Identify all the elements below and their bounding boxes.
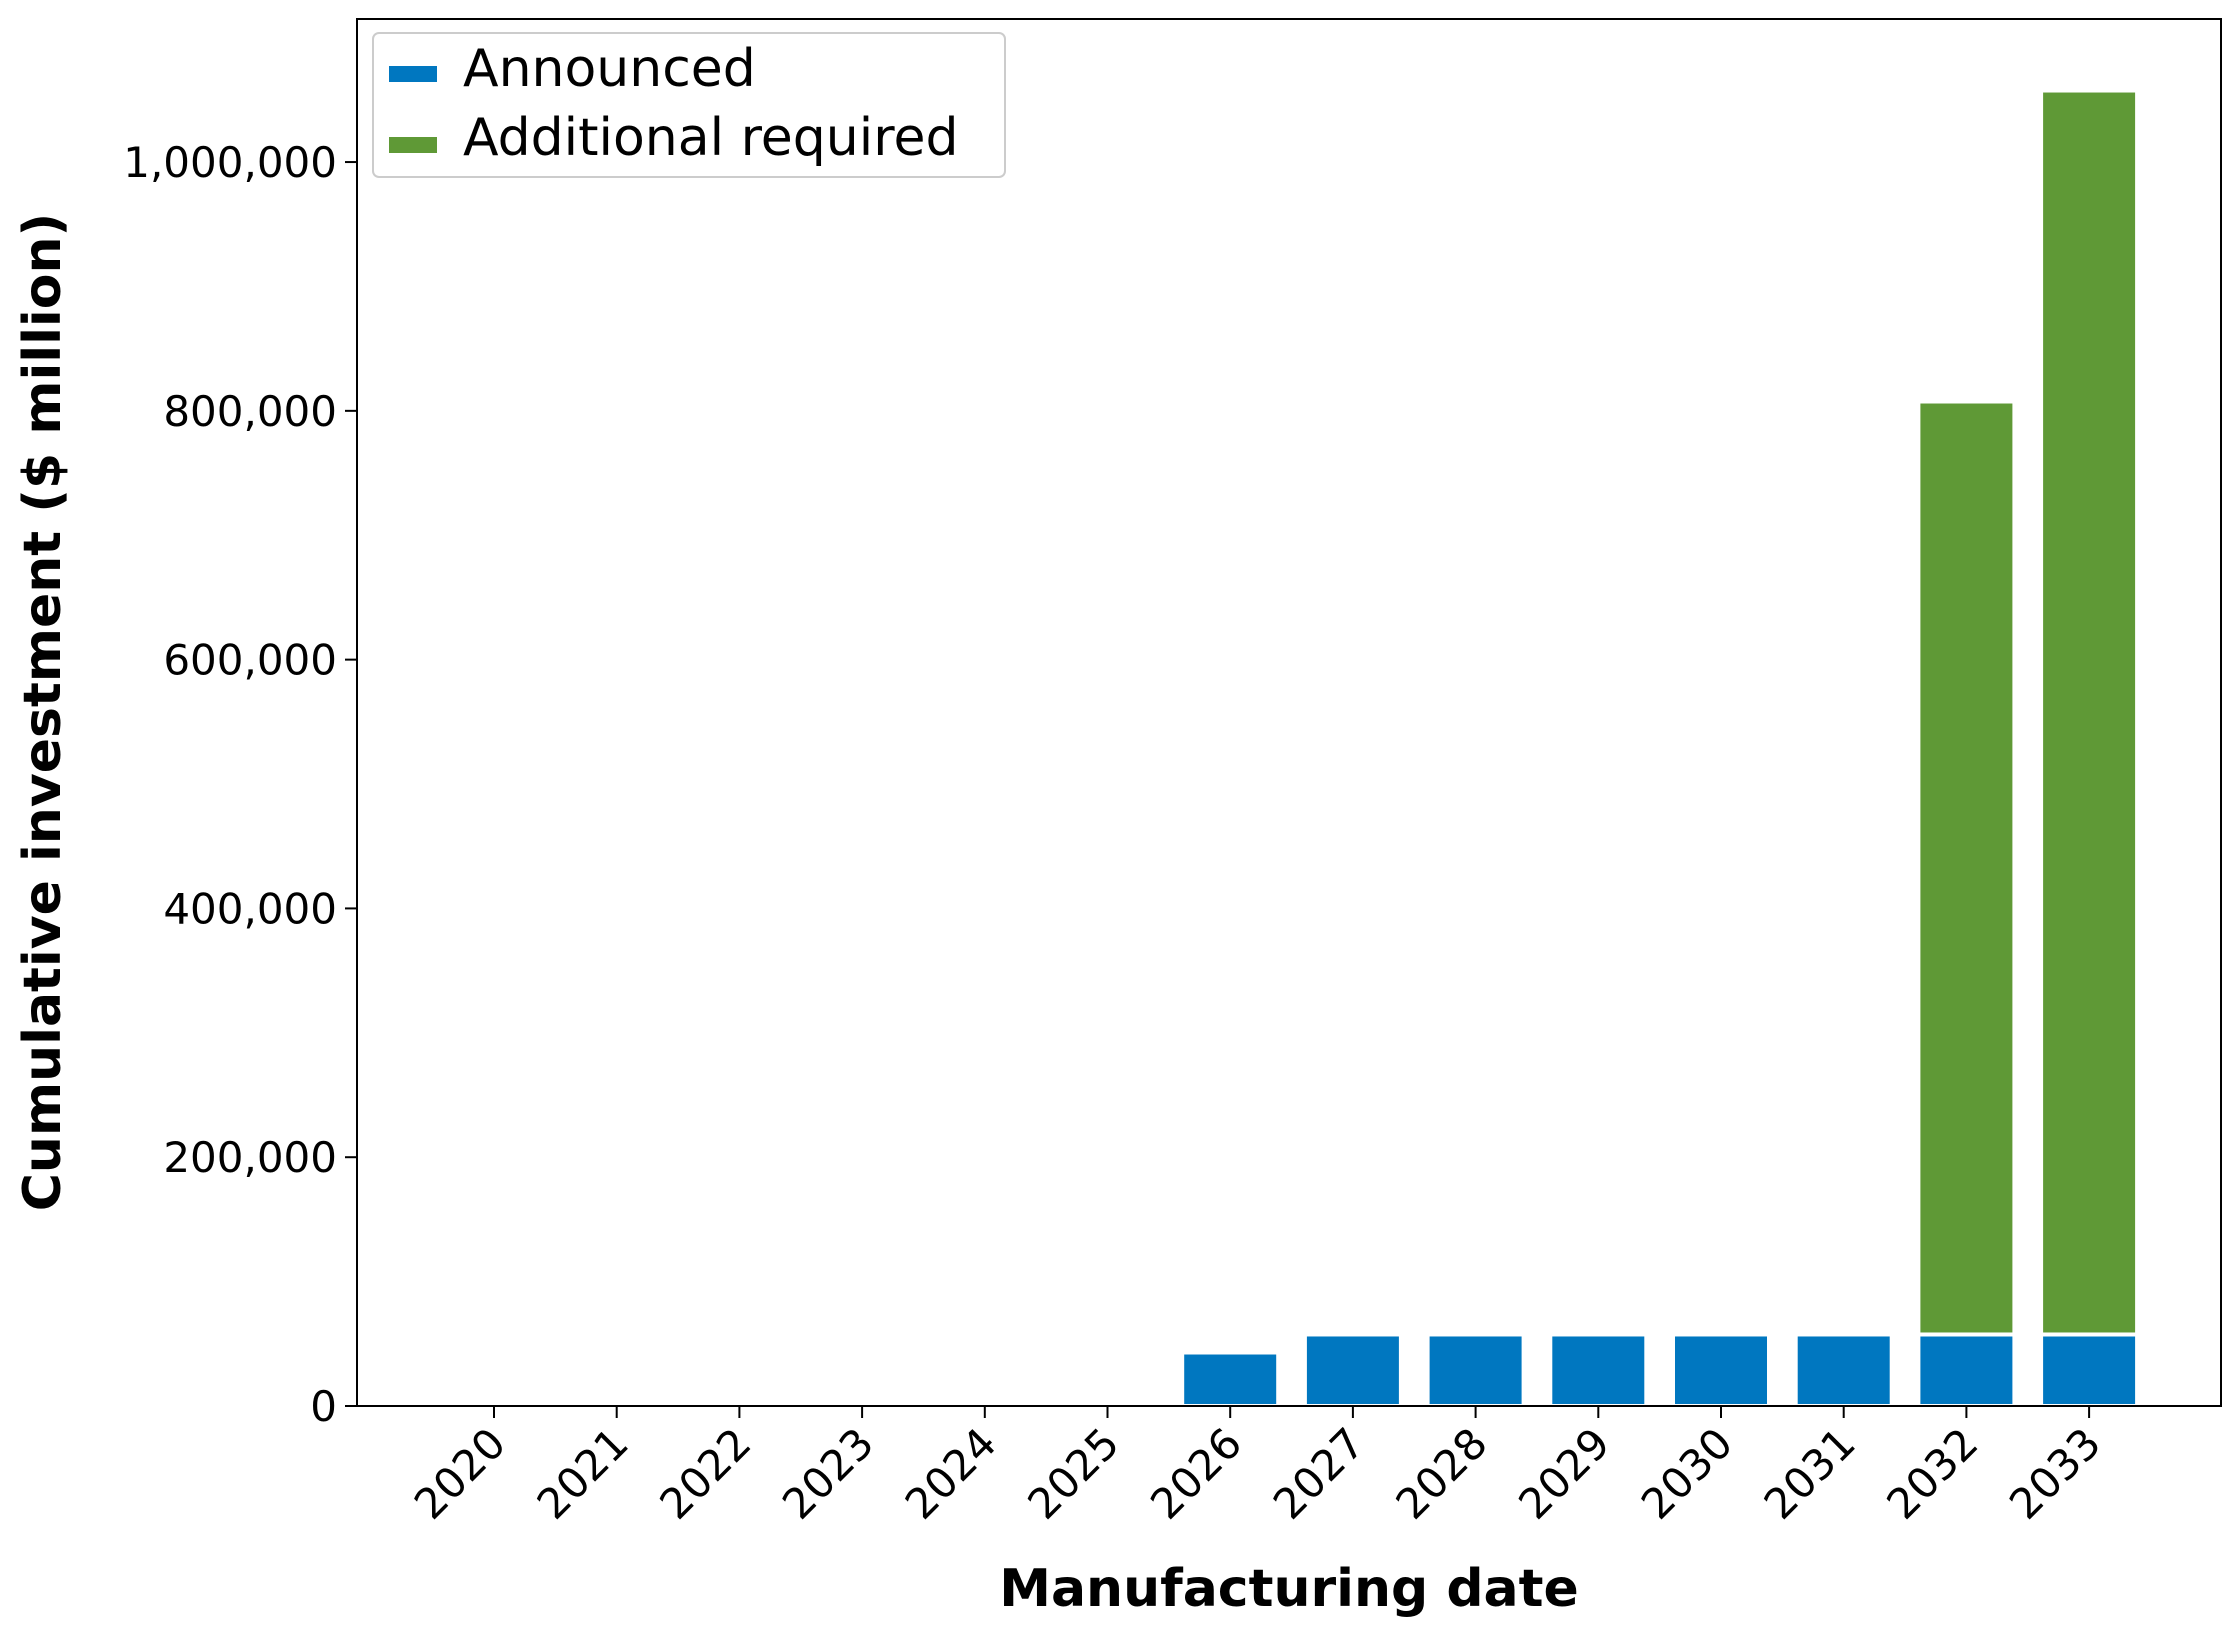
x-tick-label-2027: 2027 <box>1264 1418 1374 1528</box>
x-tick-label-2031: 2031 <box>1755 1418 1865 1528</box>
x-tick-label-2026: 2026 <box>1141 1418 1251 1528</box>
x-tick-label-2032: 2032 <box>1877 1418 1987 1528</box>
y-axis-title: Cumulative investment ($ million) <box>13 213 73 1212</box>
x-tick-label-2028: 2028 <box>1386 1418 1496 1528</box>
bar-announced-2031 <box>1793 1332 1894 1409</box>
x-tick-label-2024: 2024 <box>896 1418 1006 1528</box>
x-axis: 2020 2021 2022 2023 2024 2025 2026 2027 2028 2029… <box>405 1406 2110 1529</box>
legend: Announced Additional required <box>372 32 1006 178</box>
x-axis-title: Manufacturing date <box>999 1559 1579 1619</box>
plot-area <box>357 19 2221 1406</box>
bar-additional-required-2033 <box>2039 88 2140 1337</box>
y-tick-label-1000000: 1,000,000 <box>123 138 337 187</box>
y-tick-label-400000: 400,000 <box>163 884 337 933</box>
bar-announced-2030 <box>1671 1332 1771 1409</box>
x-tick-label-2020: 2020 <box>405 1418 515 1528</box>
y-tick-label-600000: 600,000 <box>163 636 337 685</box>
x-tick-label-2029: 2029 <box>1509 1418 1619 1528</box>
bar-announced-2028 <box>1425 1332 1526 1409</box>
x-tick-label-2021: 2021 <box>528 1418 638 1528</box>
y-axis: 0 200,000 400,000 600,000 800,000 1,000,000 <box>123 138 357 1431</box>
y-tick-label-0: 0 <box>310 1382 337 1431</box>
bar-additional-required-2032 <box>1916 399 2017 1337</box>
bar-announced-2032 <box>1916 1332 2017 1409</box>
bar-announced-2027 <box>1302 1332 1403 1409</box>
bars-group <box>1180 88 2140 1409</box>
bar-announced-2029 <box>1548 1332 1649 1409</box>
x-tick-label-2025: 2025 <box>1018 1418 1128 1528</box>
x-tick-label-2033: 2033 <box>2000 1418 2110 1528</box>
legend-swatch-additional <box>389 137 437 153</box>
y-tick-label-800000: 800,000 <box>163 387 337 436</box>
bar-announced-2026 <box>1180 1350 1281 1408</box>
plot-frame <box>356 18 2222 1407</box>
legend-label-additional-required: Additional required <box>463 108 958 168</box>
legend-label-announced: Announced <box>463 39 756 99</box>
x-tick-label-2023: 2023 <box>773 1418 883 1528</box>
x-tick-label-2022: 2022 <box>650 1418 760 1528</box>
y-tick-label-200000: 200,000 <box>163 1133 337 1182</box>
legend-box <box>372 32 1006 178</box>
bar-announced-2033 <box>2039 1332 2140 1409</box>
legend-swatch-announced <box>389 66 437 82</box>
x-tick-label-2030: 2030 <box>1632 1418 1742 1528</box>
